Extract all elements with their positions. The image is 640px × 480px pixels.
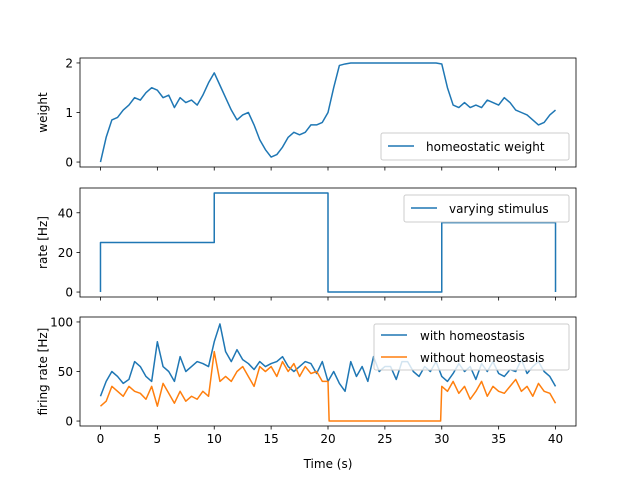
weight-legend: homeostatic weight bbox=[380, 132, 570, 161]
firing-rate-hz-x-tick-label: 35 bbox=[491, 432, 506, 446]
rate-axis-ticks: 0 20 40 bbox=[58, 206, 556, 301]
weight-legend-box bbox=[380, 132, 570, 161]
rate-legend-box bbox=[403, 194, 570, 223]
firing-rate-hz-y-tick-label: 100 bbox=[50, 315, 73, 329]
firing-rate-hz-x-tick-label: 10 bbox=[207, 432, 222, 446]
rate-hz-y-tick-label: 40 bbox=[58, 206, 73, 220]
firing-rate-legend: with homeostasis without homeostasis bbox=[373, 323, 570, 371]
firing-rate-hz-x-tick-label: 30 bbox=[434, 432, 449, 446]
varying-stimulus-line bbox=[99, 192, 557, 293]
firing-rate-hz-x-tick-label: 20 bbox=[320, 432, 335, 446]
rate-legend: varying stimulus bbox=[403, 194, 570, 223]
firing-rate-legend-box bbox=[373, 323, 570, 371]
firing-rate-axis-ticks: 0 5 10 15 20 25 30 35 40 0 50 100 bbox=[50, 315, 563, 446]
firing-rate-hz-x-tick-label: 15 bbox=[263, 432, 278, 446]
time-x-axis-label: Time (s) bbox=[303, 457, 353, 471]
weight-legend-label: homeostatic weight bbox=[426, 140, 545, 154]
weight-y-tick-label: 0 bbox=[65, 156, 73, 170]
firing-rate-hz-x-tick-label: 5 bbox=[154, 432, 162, 446]
rate-hz-y-tick-label: 20 bbox=[58, 246, 73, 260]
without-homeostasis-line bbox=[99, 350, 557, 422]
weight-y-tick-label: 1 bbox=[65, 106, 73, 120]
firing-rate-hz-x-tick-label: 40 bbox=[548, 432, 563, 446]
firing-rate-hz-x-tick-label: 0 bbox=[97, 432, 105, 446]
homeostatic-weight-line bbox=[99, 62, 557, 163]
with-homeostasis-legend-label: with homeostasis bbox=[420, 329, 525, 343]
rate-legend-label: varying stimulus bbox=[449, 202, 549, 216]
firing-rate-hz-y-tick-label: 0 bbox=[65, 415, 73, 429]
weight-y-axis-label: weight bbox=[36, 92, 50, 133]
weight-y-tick-label: 2 bbox=[65, 56, 73, 70]
rate-plot-lines bbox=[99, 192, 557, 293]
firing-rate-y-axis-label: firing rate [Hz] bbox=[36, 328, 50, 416]
weight-axis-ticks: 0 1 2 bbox=[65, 56, 556, 171]
firing-rate-hz-y-tick-label: 50 bbox=[58, 365, 73, 379]
weight-plot-lines bbox=[99, 62, 557, 163]
rate-hz-y-tick-label: 0 bbox=[65, 286, 73, 300]
firing-rate-hz-x-tick-label: 25 bbox=[377, 432, 392, 446]
rate-y-axis-label: rate [Hz] bbox=[36, 216, 50, 269]
rate-subplot: 0 20 40 rate [Hz] varying stimulus bbox=[36, 187, 577, 301]
weight-subplot: 0 1 2 weight homeostatic weight bbox=[36, 56, 577, 171]
without-homeostasis-legend-label: without homeostasis bbox=[420, 351, 544, 365]
